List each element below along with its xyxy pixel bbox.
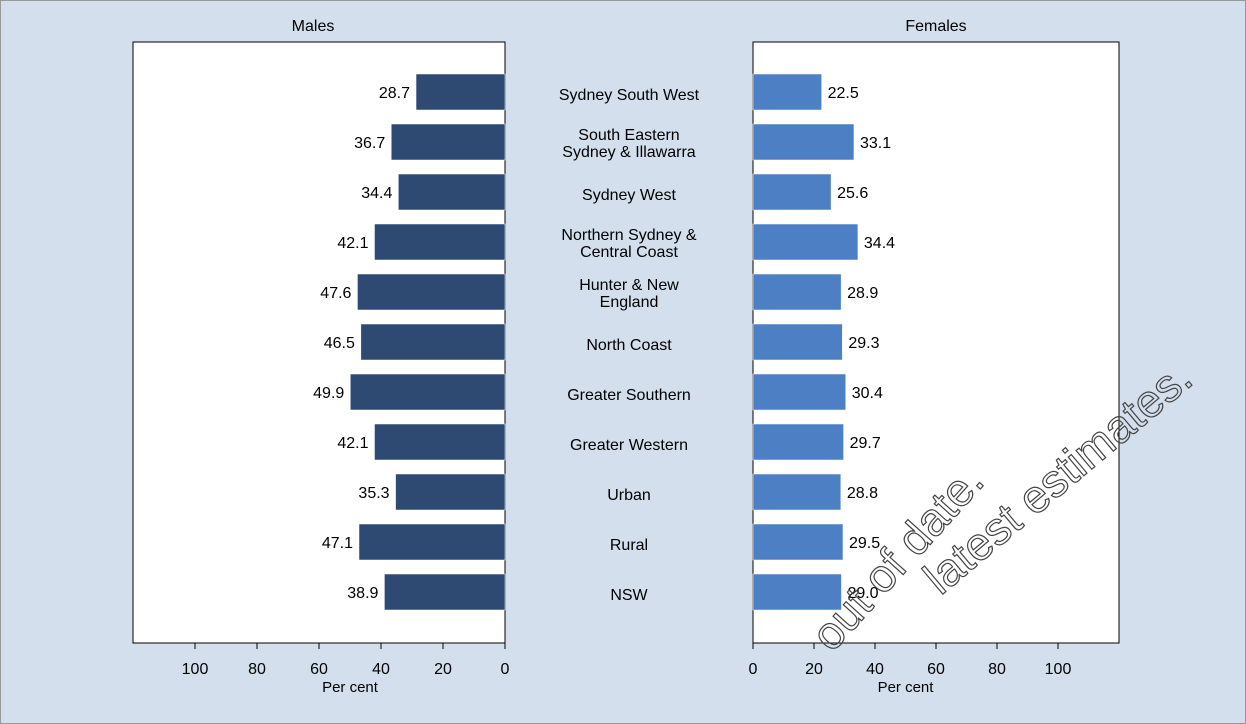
category-label: Sydney West [582, 187, 677, 204]
value-label: 47.6 [320, 285, 351, 302]
category-line: Sydney & Illawarra [562, 144, 695, 161]
x-tick-label: 20 [434, 661, 452, 678]
value-label: 30.4 [852, 385, 883, 402]
category-line: Northern Sydney & [561, 227, 697, 244]
bar [752, 123, 855, 161]
bar [752, 523, 844, 561]
bar [752, 323, 843, 361]
category-label: Urban [607, 487, 651, 504]
x-tick-label: 60 [310, 661, 328, 678]
value-label: 28.7 [379, 85, 410, 102]
bar [384, 573, 506, 611]
bar [350, 373, 506, 411]
value-label: 38.9 [347, 585, 378, 602]
bar [374, 223, 506, 261]
bar [752, 223, 859, 261]
x-tick-label: 40 [866, 661, 884, 678]
value-label: 34.4 [864, 235, 895, 252]
bar [752, 373, 846, 411]
x-axis-label: Per cent [322, 679, 379, 696]
category-label: Rural [610, 537, 648, 554]
value-label: 49.9 [313, 385, 344, 402]
bar [398, 173, 506, 211]
category-label: Greater Southern [567, 387, 691, 404]
value-label: 29.7 [850, 435, 881, 452]
category-label: Northern Sydney & Central Coast [561, 227, 697, 261]
value-label: 47.1 [322, 535, 353, 552]
x-tick-label: 0 [749, 661, 758, 678]
value-label: 36.7 [354, 135, 385, 152]
x-tick-label: 100 [182, 661, 209, 678]
x-tick-label: 40 [372, 661, 390, 678]
bar [360, 323, 506, 361]
category-line: Hunter & New [579, 277, 679, 294]
value-label: 42.1 [337, 435, 368, 452]
value-label: 46.5 [324, 335, 355, 352]
x-tick-label: 60 [927, 661, 945, 678]
panel-title: Males [292, 18, 335, 35]
bar [395, 473, 506, 511]
bar [752, 173, 832, 211]
value-label: 28.8 [847, 485, 878, 502]
panel-title: Females [905, 18, 966, 35]
value-label: 22.5 [828, 85, 859, 102]
bar [752, 273, 842, 311]
bar [358, 523, 506, 561]
value-label: 25.6 [837, 185, 868, 202]
x-tick-label: 0 [501, 661, 510, 678]
category-label: Hunter & New England [579, 277, 679, 311]
x-tick-label: 80 [248, 661, 266, 678]
value-label: 29.5 [849, 535, 880, 552]
category-label: Sydney South West [559, 87, 700, 104]
bar [415, 73, 506, 111]
bar [374, 423, 506, 461]
bar [390, 123, 506, 161]
x-tick-label: 20 [805, 661, 823, 678]
x-tick-label: 80 [988, 661, 1006, 678]
x-tick-label: 100 [1045, 661, 1072, 678]
value-label: 29.3 [848, 335, 879, 352]
value-label: 34.4 [361, 185, 392, 202]
value-label: 42.1 [337, 235, 368, 252]
bar [752, 573, 842, 611]
category-line: Central Coast [580, 244, 678, 261]
category-label: North Coast [586, 337, 672, 354]
value-label: 33.1 [860, 135, 891, 152]
x-axis-label: Per cent [878, 679, 935, 696]
value-label: 28.9 [847, 285, 878, 302]
bar [752, 423, 844, 461]
category-label: South Eastern Sydney & Illawarra [562, 127, 695, 161]
category-line: England [600, 294, 659, 311]
category-label: Greater Western [570, 437, 688, 454]
category-line: South Eastern [578, 127, 679, 144]
value-label: 29.0 [847, 585, 878, 602]
bar [752, 473, 842, 511]
value-label: 35.3 [358, 485, 389, 502]
category-label: NSW [610, 587, 648, 604]
bar [752, 73, 822, 111]
bar [357, 273, 506, 311]
